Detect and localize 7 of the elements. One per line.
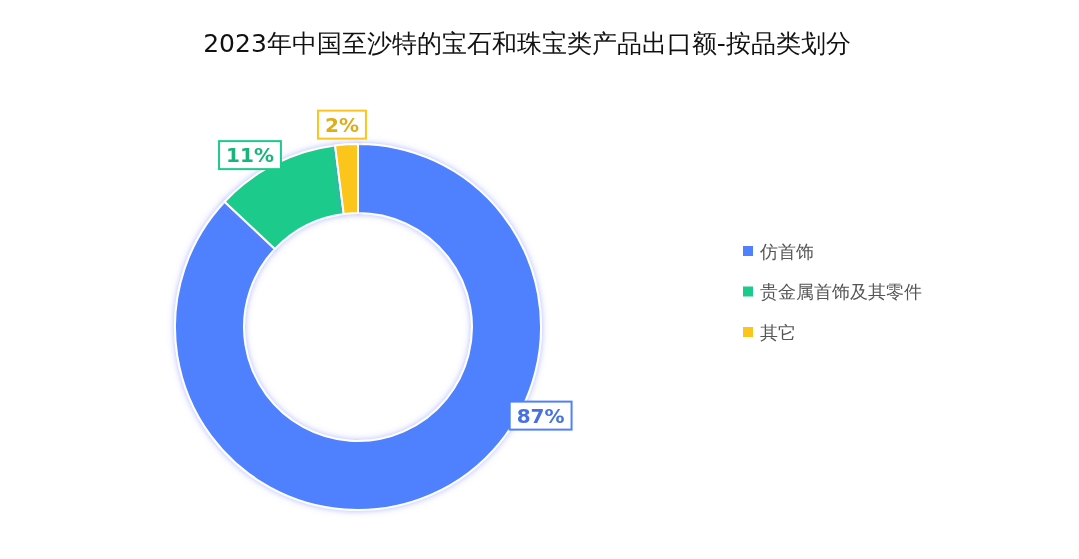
data-label: 87% — [516, 403, 565, 428]
legend-label: 仿首饰 — [759, 240, 814, 262]
legend-label: 贵金属首饰及其零件 — [760, 281, 922, 302]
data-label: 11% — [226, 143, 274, 168]
data-label: 2% — [324, 112, 359, 137]
legend-label: 其它 — [760, 321, 796, 343]
chart-title: 2023年中国至沙特的宝石和珠宝类产品出口额-按品类划分 — [203, 29, 851, 58]
